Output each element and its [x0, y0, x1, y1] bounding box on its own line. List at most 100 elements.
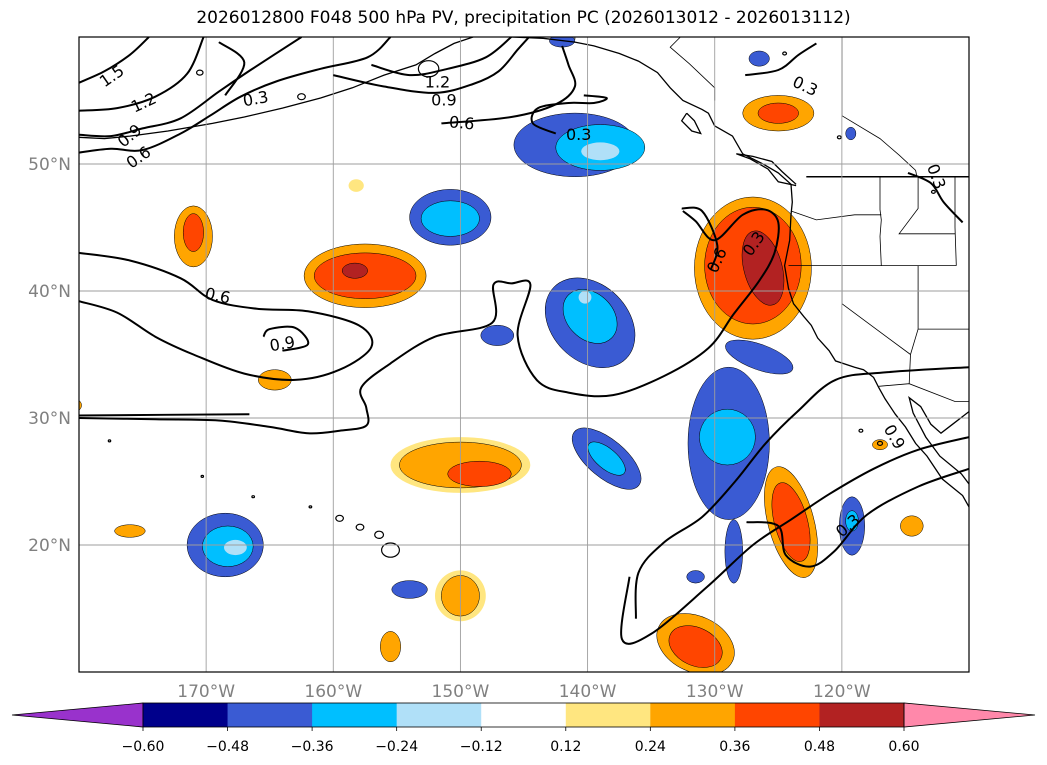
- pv-contours: [79, 37, 969, 645]
- precip-area-23: [686, 570, 705, 584]
- island-5: [251, 495, 256, 499]
- contour-label-11: 0.6: [203, 284, 232, 308]
- colorbar-segment-2: [312, 703, 398, 727]
- colorbar-label: −0.24: [375, 739, 418, 755]
- island-7: [107, 439, 112, 443]
- colorbar-label: 0.48: [804, 739, 835, 755]
- svg-text:0.9: 0.9: [431, 91, 456, 110]
- colorbar-label: 0.60: [888, 739, 919, 755]
- coastline-2: [908, 396, 969, 485]
- island-10: [417, 60, 440, 78]
- map-title: 2026012800 F048 500 hPa PV, precipitatio…: [196, 8, 851, 28]
- precip-area-17: [725, 339, 794, 375]
- border-3: [879, 176, 882, 266]
- pv-contour-0.9: [746, 467, 969, 568]
- colorbar-segment-7: [734, 703, 820, 727]
- latitude-axis: 20°N 30°N 40°N 50°N: [28, 155, 71, 556]
- svg-text:0.3: 0.3: [566, 125, 591, 144]
- island-3: [335, 514, 345, 522]
- colorbar-label: −0.36: [291, 739, 334, 755]
- precip-area-44: [668, 625, 723, 668]
- lat-tick-label: 30°N: [28, 409, 71, 429]
- precip-area-38: [447, 460, 512, 487]
- colorbar-segment-0: [143, 703, 229, 727]
- precip-area-14: [587, 441, 626, 476]
- svg-text:0.9: 0.9: [268, 332, 296, 355]
- island-14: [782, 51, 788, 56]
- precip-area-32: [313, 252, 417, 299]
- pv-contour-0.3: [907, 171, 964, 224]
- colorbar-segment-3: [396, 703, 482, 727]
- precip-area-18: [724, 519, 743, 584]
- border-4: [790, 210, 882, 221]
- precip-area-27: [757, 102, 799, 124]
- pv-contour-0.3: [218, 41, 246, 96]
- precip-area-30: [741, 230, 785, 306]
- contour-label-4: 0.3: [241, 87, 269, 110]
- map-plot-area: 1.51.20.90.60.31.20.90.60.30.30.30.60.90…: [79, 37, 969, 672]
- colorbar-segment-4: [481, 703, 567, 727]
- pv-contour-0.6: [79, 37, 392, 154]
- lon-tick-label: 160°W: [304, 682, 362, 702]
- lon-tick-label: 120°W: [813, 682, 871, 702]
- pv-contour-0.3: [79, 413, 250, 417]
- colorbar-label: −0.12: [460, 739, 503, 755]
- precip-area-22: [391, 580, 428, 599]
- colorbar-label: −0.48: [206, 739, 249, 755]
- border-8: [954, 176, 957, 266]
- precip-area-35: [182, 213, 204, 252]
- precip-area-51: [348, 179, 364, 192]
- pv-contour-0.3: [530, 94, 608, 135]
- coastline-0: [79, 37, 474, 140]
- precip-area-33: [341, 262, 368, 279]
- coastline-3: [736, 153, 797, 187]
- lat-tick-label: 50°N: [28, 155, 71, 175]
- colorbar-label: −0.60: [122, 739, 165, 755]
- pv-contour-0.9: [262, 325, 310, 352]
- colorbar-extend-high: [903, 702, 1036, 728]
- colorbar-segment-6: [650, 703, 736, 727]
- precip-area-11: [578, 291, 592, 304]
- graticule: [79, 37, 969, 672]
- contour-label-7: 0.6: [448, 112, 475, 133]
- precip-area-3: [581, 142, 620, 161]
- island-9: [196, 69, 204, 76]
- colorbar-segment-8: [819, 703, 905, 727]
- pv-contour-0.6: [620, 436, 969, 645]
- colorbar-extend-low: [11, 702, 144, 728]
- colorbar-label: 0.24: [635, 739, 666, 755]
- lon-tick-label: 170°W: [177, 682, 235, 702]
- border-9: [898, 176, 955, 235]
- island-2: [355, 523, 365, 531]
- border-7: [878, 383, 969, 402]
- pv-contour-0.3: [79, 208, 780, 435]
- island-1: [374, 530, 385, 540]
- island-0: [381, 542, 401, 558]
- svg-text:0.3: 0.3: [241, 87, 269, 110]
- colorbar: −0.60 −0.48 −0.36 −0.24 −0.12 0.12 0.24 0.36 0.4…: [11, 702, 1036, 755]
- contour-label-8: 0.3: [566, 125, 591, 144]
- colorbar-segment-1: [227, 703, 313, 727]
- island-4: [308, 505, 313, 509]
- map-frame: [78, 36, 970, 673]
- precip-area-10: [562, 289, 618, 344]
- pv-contour-0.3: [745, 42, 817, 77]
- coastline-4: [680, 112, 702, 135]
- lon-tick-label: 140°W: [559, 682, 617, 702]
- precip-area-49: [900, 515, 924, 537]
- island-6: [200, 474, 205, 478]
- pv-contour-0.9: [79, 37, 303, 138]
- precip-area-21: [224, 539, 247, 556]
- pv-contour-1.5: [79, 37, 150, 84]
- contour-label-12: 0.9: [268, 332, 296, 355]
- island-8: [297, 93, 306, 101]
- precip-area-47: [114, 524, 146, 538]
- lat-tick-label: 40°N: [28, 282, 71, 302]
- lon-tick-label: 130°W: [686, 682, 744, 702]
- pv-contour-0.6: [441, 45, 577, 125]
- contour-label-6: 0.9: [431, 91, 456, 110]
- pv-contour-0.3: [634, 366, 969, 619]
- border-6: [908, 265, 919, 384]
- pv-contour-0.6: [681, 206, 719, 270]
- colorbar-label: 0.36: [719, 739, 750, 755]
